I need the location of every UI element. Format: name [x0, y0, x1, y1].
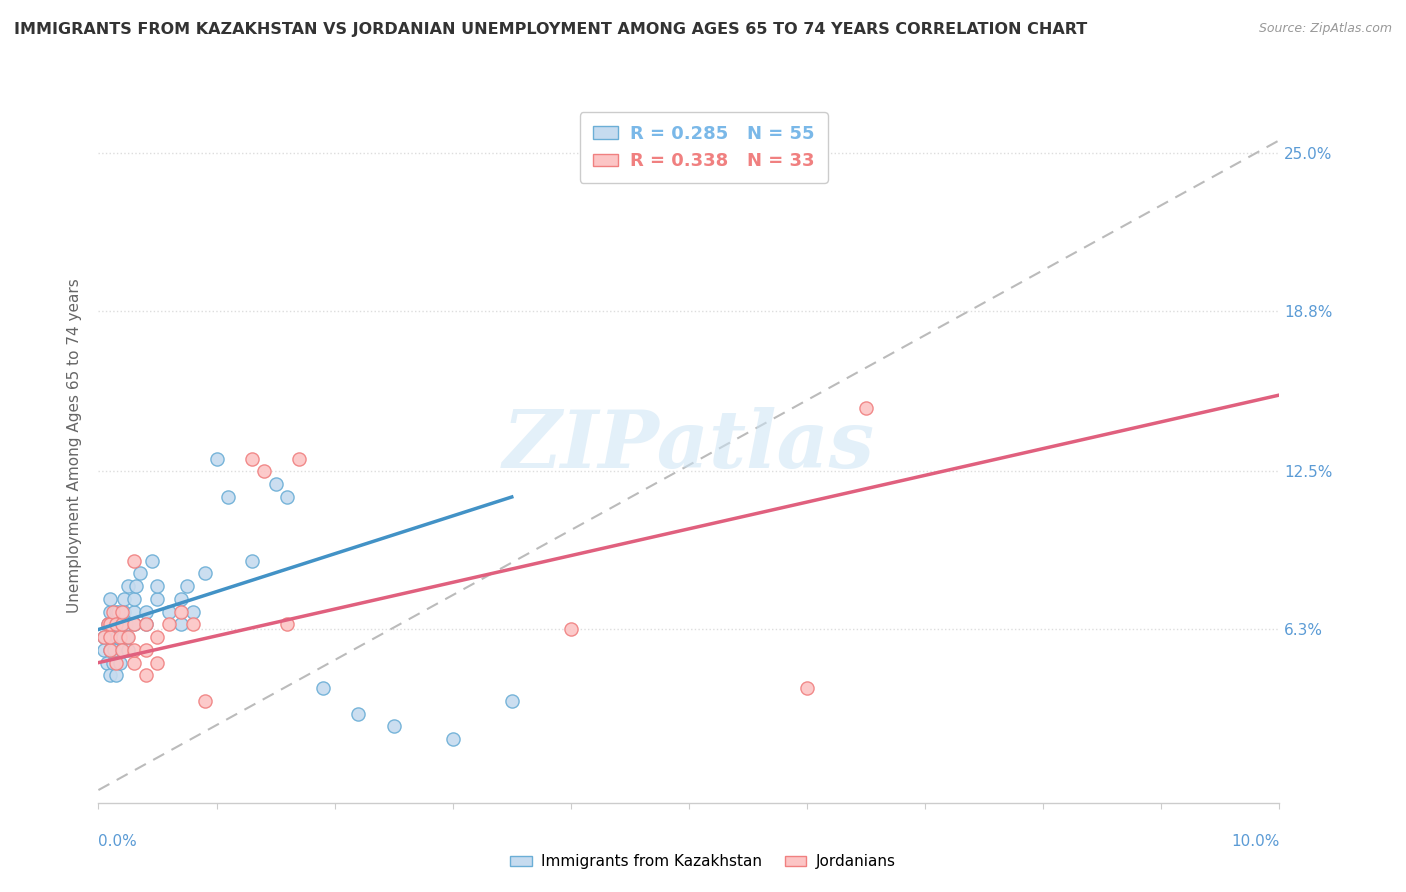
- Point: [194, 694, 217, 708]
- Text: IMMIGRANTS FROM KAZAKHSTAN VS JORDANIAN UNEMPLOYMENT AMONG AGES 65 TO 74 YEARS C: IMMIGRANTS FROM KAZAKHSTAN VS JORDANIAN …: [14, 22, 1087, 37]
- Point: [135, 643, 157, 657]
- Point: [104, 617, 127, 632]
- Point: [441, 732, 464, 747]
- Point: [122, 617, 145, 632]
- Point: [98, 630, 121, 644]
- Point: [560, 623, 582, 637]
- Point: [157, 605, 180, 619]
- Point: [98, 668, 121, 682]
- Y-axis label: Unemployment Among Ages 65 to 74 years: Unemployment Among Ages 65 to 74 years: [67, 278, 83, 614]
- Text: Source: ZipAtlas.com: Source: ZipAtlas.com: [1258, 22, 1392, 36]
- Point: [288, 451, 311, 466]
- Point: [114, 617, 136, 632]
- Point: [117, 579, 139, 593]
- Point: [97, 617, 120, 632]
- Point: [122, 656, 145, 670]
- Point: [98, 617, 121, 632]
- Point: [382, 719, 405, 733]
- Point: [101, 630, 124, 644]
- Point: [146, 591, 169, 606]
- Point: [105, 668, 128, 682]
- Point: [122, 643, 145, 657]
- Point: [93, 643, 115, 657]
- Point: [253, 465, 276, 479]
- Point: [135, 617, 157, 632]
- Point: [146, 630, 169, 644]
- Legend: R = 0.285   N = 55, R = 0.338   N = 33: R = 0.285 N = 55, R = 0.338 N = 33: [579, 112, 828, 183]
- Point: [98, 643, 121, 657]
- Point: [112, 605, 135, 619]
- Point: [122, 617, 145, 632]
- Legend: Immigrants from Kazakhstan, Jordanians: Immigrants from Kazakhstan, Jordanians: [505, 848, 901, 875]
- Point: [108, 630, 131, 644]
- Point: [276, 617, 298, 632]
- Point: [855, 401, 877, 415]
- Point: [170, 591, 193, 606]
- Point: [105, 630, 128, 644]
- Point: [122, 605, 145, 619]
- Point: [105, 617, 128, 632]
- Point: [122, 591, 145, 606]
- Point: [98, 617, 121, 632]
- Point: [128, 566, 150, 581]
- Point: [146, 656, 169, 670]
- Point: [240, 451, 263, 466]
- Point: [312, 681, 335, 695]
- Point: [135, 605, 157, 619]
- Point: [93, 630, 115, 644]
- Point: [181, 605, 204, 619]
- Point: [98, 605, 121, 619]
- Point: [117, 643, 139, 657]
- Point: [240, 554, 263, 568]
- Point: [135, 668, 157, 682]
- Text: 10.0%: 10.0%: [1232, 834, 1279, 849]
- Point: [141, 554, 163, 568]
- Point: [181, 617, 204, 632]
- Point: [170, 617, 193, 632]
- Point: [117, 630, 139, 644]
- Point: [93, 630, 115, 644]
- Text: 0.0%: 0.0%: [98, 834, 138, 849]
- Point: [101, 605, 124, 619]
- Point: [501, 694, 523, 708]
- Point: [194, 566, 217, 581]
- Point: [146, 579, 169, 593]
- Point: [347, 706, 370, 721]
- Point: [105, 605, 128, 619]
- Point: [111, 605, 134, 619]
- Point: [115, 630, 138, 644]
- Point: [98, 591, 121, 606]
- Point: [105, 656, 128, 670]
- Point: [112, 630, 135, 644]
- Point: [170, 605, 193, 619]
- Point: [264, 477, 287, 491]
- Text: ZIPatlas: ZIPatlas: [503, 408, 875, 484]
- Point: [135, 617, 157, 632]
- Point: [157, 617, 180, 632]
- Point: [111, 643, 134, 657]
- Point: [122, 554, 145, 568]
- Point: [101, 656, 124, 670]
- Point: [276, 490, 298, 504]
- Point: [108, 656, 131, 670]
- Point: [98, 630, 121, 644]
- Point: [796, 681, 818, 695]
- Point: [96, 656, 118, 670]
- Point: [205, 451, 228, 466]
- Point: [107, 605, 129, 619]
- Point: [112, 591, 135, 606]
- Point: [111, 643, 134, 657]
- Point: [98, 643, 121, 657]
- Point: [97, 617, 120, 632]
- Point: [103, 643, 125, 657]
- Point: [125, 579, 148, 593]
- Point: [176, 579, 198, 593]
- Point: [217, 490, 239, 504]
- Point: [105, 617, 128, 632]
- Point: [111, 617, 134, 632]
- Point: [111, 617, 134, 632]
